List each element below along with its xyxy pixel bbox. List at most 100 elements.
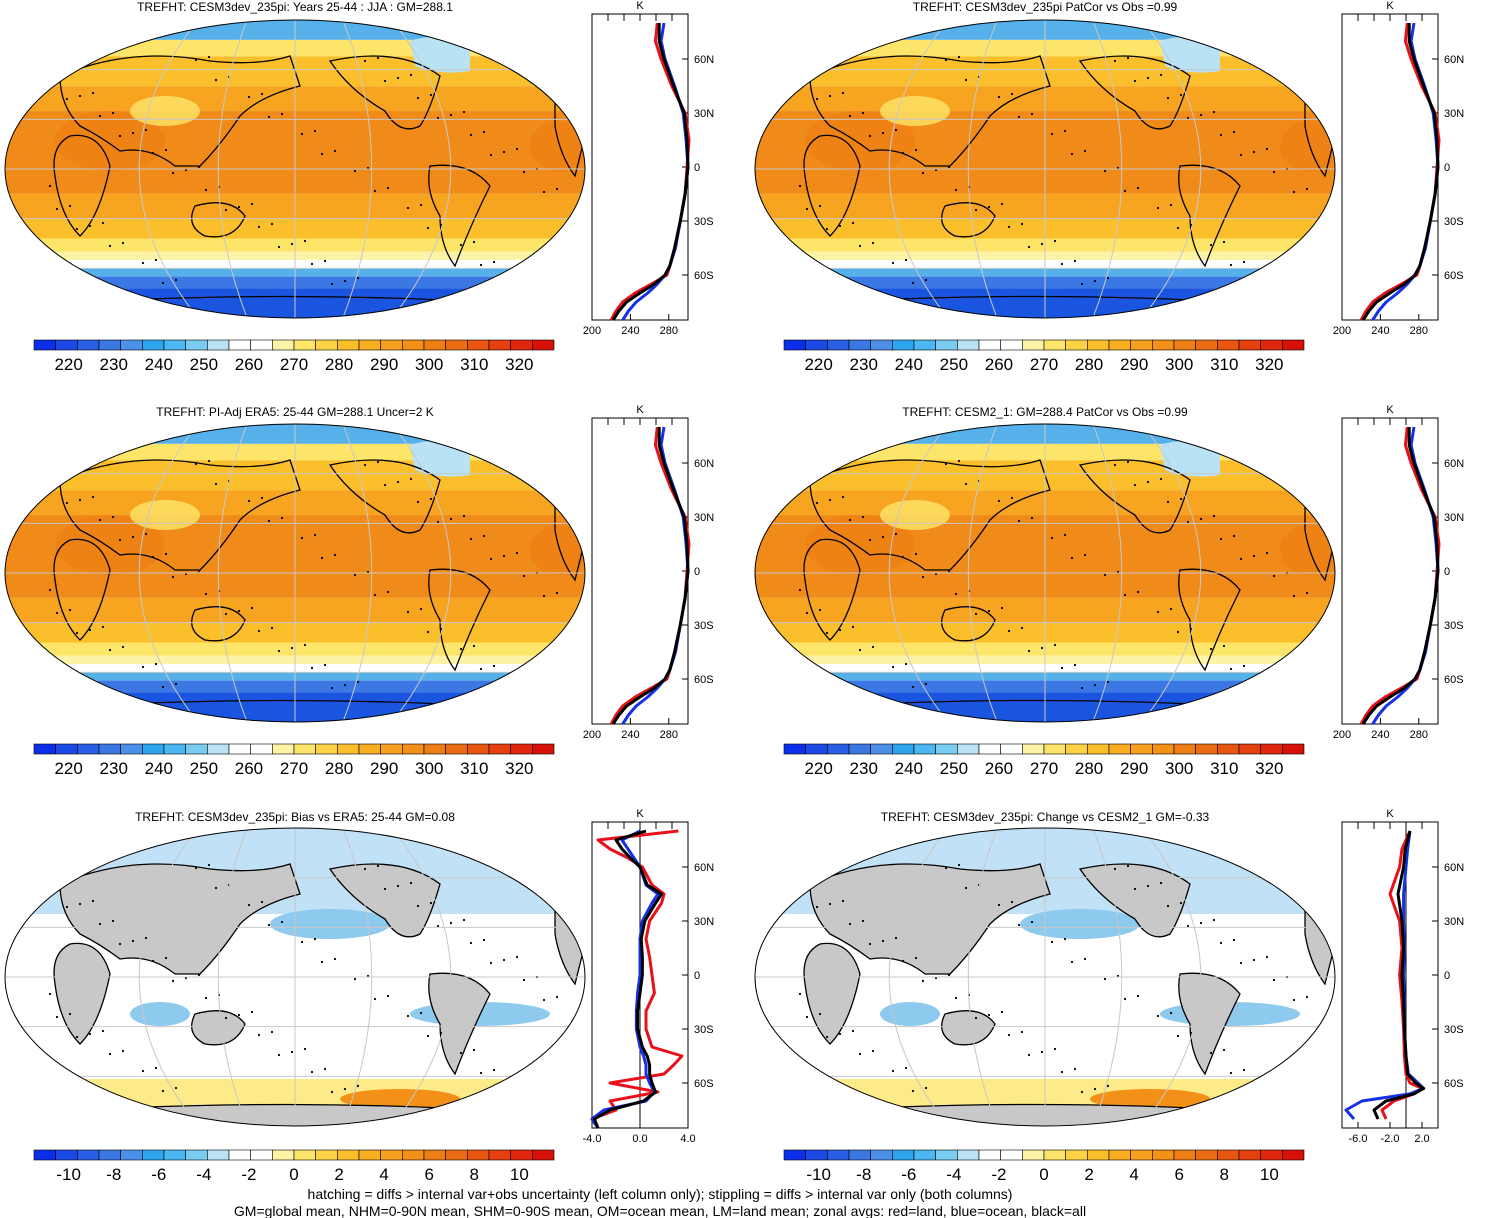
colorbar-label: 4 <box>379 1165 388 1184</box>
colorbar-swatch <box>510 743 533 755</box>
colorbar-2: 220 230 240 250 260 270 280 290 300 310 320 <box>783 339 1305 374</box>
colorbar-label: 220 <box>54 759 82 778</box>
stipple-dot <box>502 150 506 154</box>
colorbar-1: 220 230 240 250 260 270 280 290 300 310 320 <box>33 339 555 374</box>
temperature-band <box>5 251 585 261</box>
colorbar-label: 6 <box>424 1165 433 1184</box>
map-border <box>4 423 586 723</box>
stipple-dot <box>1239 153 1243 157</box>
stipple-dot <box>436 924 440 928</box>
colorbar-swatch <box>1195 743 1218 755</box>
stipple-dot <box>1242 1068 1246 1072</box>
colorbar-swatch <box>1152 743 1175 755</box>
colorbar-label: 280 <box>1075 759 1103 778</box>
stipple-dot <box>1083 149 1087 153</box>
stipple-dot <box>1146 480 1150 484</box>
zonal-unit-label: K <box>636 0 644 12</box>
colorbar-label: 270 <box>1030 355 1058 374</box>
stipple-dot <box>795 77 799 81</box>
warm-patch <box>805 515 915 575</box>
stipple-dot <box>1063 129 1067 133</box>
stipple-dot <box>924 682 928 686</box>
x-tick-label: 200 <box>1333 325 1351 337</box>
colorbar-swatch <box>532 1149 555 1161</box>
map-border <box>754 827 1336 1127</box>
colorbar-swatch <box>33 1149 56 1161</box>
colorbar-swatch <box>805 1149 828 1161</box>
stipple-dot <box>247 499 251 503</box>
stipple-dot <box>1030 920 1034 924</box>
stipple-dot <box>363 867 367 871</box>
stipple-dot <box>58 74 62 78</box>
stipple-dot <box>515 551 519 555</box>
stipple-dot <box>954 996 958 1000</box>
stipple-dot <box>118 942 122 946</box>
stipple-dot <box>1063 937 1067 941</box>
map-fill <box>755 424 1335 722</box>
colorbar-label: -2 <box>241 1165 256 1184</box>
stipple-dot <box>1222 644 1226 648</box>
stipple-dot <box>954 188 958 192</box>
stipple-dot <box>1007 629 1011 633</box>
stipple-dot <box>1272 170 1276 174</box>
x-tick-label: 240 <box>1371 729 1389 741</box>
lat-label: 30S <box>694 1024 714 1036</box>
meridian-line <box>217 828 248 1126</box>
stipple-dot <box>65 97 69 101</box>
colorbar-swatch <box>467 743 490 755</box>
stipple-dot <box>1189 1031 1193 1035</box>
continent-outline <box>428 568 491 672</box>
stipple-dot <box>108 244 112 248</box>
stipple-dot <box>224 208 228 212</box>
lat-label: 0 <box>1444 162 1450 174</box>
stipple-dot <box>426 630 430 634</box>
stipple-dot <box>267 923 271 927</box>
stipple-dot <box>894 532 898 536</box>
stipple-dot <box>798 184 802 188</box>
temperature-band <box>755 680 1335 693</box>
meridian-line <box>342 828 373 1126</box>
meridian-line <box>1141 20 1202 318</box>
zonal-frame <box>1341 417 1439 725</box>
lat-label: 30N <box>1444 916 1464 928</box>
lat-label: 30N <box>694 916 714 928</box>
colorbar-label: 300 <box>1165 355 1193 374</box>
stipple-dot <box>164 552 168 556</box>
x-tick-label: 200 <box>1333 729 1351 741</box>
colorbar-label: 280 <box>1075 355 1103 374</box>
stipple-dot <box>1060 666 1064 670</box>
map-fill <box>755 828 1335 1126</box>
stipple-dot <box>1292 594 1296 598</box>
stipple-dot <box>891 1069 895 1073</box>
stipple-dot <box>1133 79 1137 83</box>
stipple-dot <box>841 91 845 95</box>
colorbar-label: -8 <box>856 1165 871 1184</box>
stipple-dot <box>838 1032 842 1036</box>
stipple-dot <box>522 170 526 174</box>
colorbar-label: 250 <box>940 759 968 778</box>
temperature-band <box>755 39 1335 57</box>
map-panel-5 <box>4 827 586 1127</box>
stipple-dot <box>1176 1034 1180 1038</box>
zonal-line-land <box>609 22 691 321</box>
stipple-dot <box>98 114 102 118</box>
stipple-dot <box>1265 147 1269 151</box>
lat-label: 60S <box>1444 270 1464 282</box>
stipple-dot <box>144 532 148 536</box>
stipple-dot <box>1103 573 1107 577</box>
temperature-band <box>755 276 1335 289</box>
stipple-dot <box>828 498 832 502</box>
stipple-dot <box>303 643 307 647</box>
stipple-dot <box>161 281 165 285</box>
stipple-dot <box>1169 607 1173 611</box>
lat-label: 60S <box>694 1078 714 1090</box>
stipple-dot <box>947 973 951 977</box>
colorbar-swatch <box>1065 339 1088 351</box>
map-panel-2 <box>754 19 1336 319</box>
stipple-dot <box>825 1035 829 1039</box>
stipple-dot <box>58 882 62 886</box>
colorbar-swatch <box>1087 1149 1110 1161</box>
stipple-dot <box>429 901 433 905</box>
stipple-dot <box>848 114 852 118</box>
stipple-dot <box>944 462 948 466</box>
